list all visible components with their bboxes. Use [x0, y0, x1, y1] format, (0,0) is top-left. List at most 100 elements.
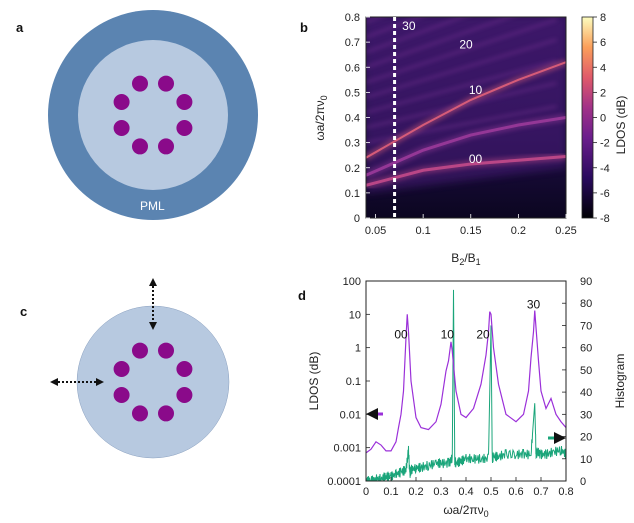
mode-label: 20 — [459, 38, 473, 52]
panel-d-spectrum: 0 0.1 0.2 0.3 0.4 0.5 0.6 0.7 0.81001010.10.010.… — [307, 276, 627, 519]
scatterer-dot — [131, 405, 148, 422]
panel-a-label: a — [16, 20, 24, 35]
inner-domain — [78, 40, 228, 190]
peak-label: 20 — [476, 327, 490, 341]
faint-mode-band — [366, 17, 424, 39]
x-tick-label: 0.6 — [508, 486, 523, 498]
x-tick-label: 0.4 — [458, 486, 473, 498]
y2-tick-label: 10 — [580, 454, 592, 466]
x-tick-label: 0 — [363, 486, 369, 498]
spectrum-y2label: Histogram — [613, 354, 627, 409]
heatmap-ylabel: ωa/2πν0 — [313, 95, 329, 140]
x-tick-label: 0.1 — [383, 486, 398, 498]
x-tick-label: 0.05 — [365, 225, 386, 237]
colorbar-tick-label: -2 — [600, 138, 610, 150]
heatmap-xlabel: B2/B1 — [451, 251, 480, 267]
scatterer-dot — [176, 387, 193, 404]
mode-band-10 — [366, 61, 566, 159]
colorbar-ticks: 8 6 4 2 0 -2 -4 -6 -8 — [593, 12, 610, 225]
scatterer-dot — [158, 138, 175, 155]
scatterer-dot — [113, 93, 130, 110]
mode-label: 10 — [469, 83, 483, 97]
y2-tick-label: 20 — [580, 432, 592, 444]
panel-c-diagram — [50, 278, 230, 459]
scatterer-dot — [176, 120, 193, 137]
y-tick-label: 0.1 — [345, 188, 360, 200]
y2-tick-label: 70 — [580, 320, 592, 332]
y-tick-label: 0.8 — [345, 12, 360, 24]
x-tick-label: 0.7 — [533, 486, 548, 498]
peak-label: 30 — [527, 297, 541, 311]
mode-label: 30 — [402, 19, 416, 33]
colorbar-tick-label: -4 — [600, 163, 610, 175]
y-tick-label: 0.5 — [345, 87, 360, 99]
spectrum-annotations: 00 10 20 30 — [394, 297, 540, 341]
peak-label: 00 — [394, 327, 408, 341]
panel-d-label: d — [298, 288, 306, 303]
colorbar-tick-label: 6 — [600, 37, 606, 49]
y-tick-label: 1 — [355, 343, 361, 355]
y2-tick-label: 30 — [580, 409, 592, 421]
x-tick-label: 0.1 — [415, 225, 430, 237]
scatterer-dot — [131, 342, 148, 359]
y-tick-label: 0.2 — [345, 163, 360, 175]
scatterer-dot — [176, 360, 193, 377]
colorbar-tick-label: 2 — [600, 87, 606, 99]
scatterer-dot — [158, 405, 175, 422]
spectrum-ylabel: LDOS (dB) — [307, 352, 321, 411]
scatterer-dot — [113, 387, 130, 404]
colorbar-tick-label: 8 — [600, 12, 606, 24]
x-tick-label: 0.2 — [408, 486, 423, 498]
panel-b-label: b — [300, 20, 308, 35]
x-tick-label: 0.2 — [511, 225, 526, 237]
colorbar-tick-label: 0 — [600, 113, 606, 125]
y2-tick-label: 90 — [580, 276, 592, 288]
x-tick-label: 0.15 — [460, 225, 481, 237]
spectrum-xlabel: ωa/2πν0 — [443, 503, 488, 519]
y-tick-label: 0.1 — [346, 376, 361, 388]
ldos-series — [366, 310, 566, 454]
y2-tick-label: 40 — [580, 387, 592, 399]
pml-label: PML — [140, 199, 165, 213]
heatmap-bands — [366, 17, 566, 193]
y-tick-label: 0.7 — [345, 37, 360, 49]
scatterer-dot — [158, 75, 175, 92]
y-tick-label: 0.6 — [345, 62, 360, 74]
x-tick-label: 0.5 — [483, 486, 498, 498]
panel-b-heatmap: 0.05 0.1 0.15 0.2 0.25 0 0.1 0.2 0.3 0.4 0.5 0.6 0.7… — [313, 12, 628, 267]
y2-tick-label: 80 — [580, 298, 592, 310]
mode-band-00 — [366, 154, 566, 187]
scatterer-dot — [113, 360, 130, 377]
y-tick-label: 0.4 — [345, 113, 360, 125]
spectrum-lines — [366, 289, 566, 481]
histogram-series — [366, 289, 566, 481]
scatterer-ring-a — [113, 75, 193, 155]
heatmap-axes: 0.05 0.1 0.15 0.2 0.25 0 0.1 0.2 0.3 0.4 0.5 0.6 0.7… — [345, 12, 577, 237]
mode-label: 00 — [469, 152, 483, 166]
scatterer-dot — [131, 75, 148, 92]
y-tick-label: 10 — [349, 309, 361, 321]
faint-mode-band — [366, 18, 557, 84]
y-tick-label: 0 — [354, 213, 360, 225]
x-tick-label: 0.25 — [555, 225, 576, 237]
colorbar — [581, 16, 594, 219]
peak-label: 10 — [441, 327, 455, 341]
faint-mode-band — [366, 38, 557, 99]
scatterer-dot — [131, 138, 148, 155]
x-tick-label: 0.3 — [433, 486, 448, 498]
scatterer-dot — [176, 93, 193, 110]
colorbar-tick-label: -8 — [600, 213, 610, 225]
scatterer-dot — [158, 342, 175, 359]
panel-a-diagram: PML — [48, 10, 258, 220]
y-tick-label: 0.001 — [333, 443, 361, 455]
heatmap-annotations: 30 20 10 00 — [402, 19, 482, 166]
faint-mode-band — [366, 17, 515, 69]
colorbar-label: LDOS (dB) — [614, 96, 628, 155]
y-tick-label: 0.01 — [340, 409, 361, 421]
y2-tick-label: 50 — [580, 365, 592, 377]
colorbar-tick-label: 4 — [600, 62, 606, 74]
scatterer-ring-c — [113, 342, 193, 422]
mode-band-10-low — [366, 116, 566, 177]
y2-tick-label: 0 — [580, 476, 586, 488]
